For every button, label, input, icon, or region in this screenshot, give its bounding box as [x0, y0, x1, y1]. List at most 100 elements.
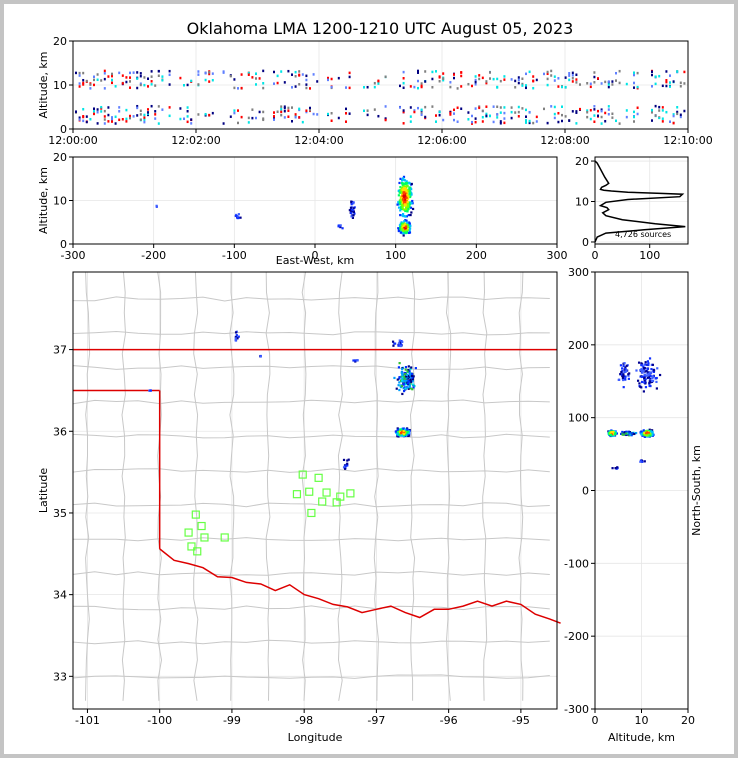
time-height-source-pixel: [672, 114, 675, 118]
plan-x-tick-label: -96: [440, 714, 458, 727]
ew-source-pixel: [407, 221, 411, 224]
ew-source-pixel: [406, 200, 409, 204]
ns-source-pixel: [621, 377, 625, 380]
time-height-source-pixel: [280, 105, 283, 108]
time-height-source-pixel: [543, 72, 545, 76]
time-height-source-pixel: [107, 113, 110, 117]
time-height-source-pixel: [532, 86, 535, 90]
time-height-source-pixel: [204, 112, 207, 116]
time-height-source-pixel: [273, 118, 275, 121]
ns-source-pixel: [641, 370, 644, 374]
plan-source-pixel: [398, 381, 401, 384]
ew-source-pixel: [398, 181, 401, 185]
time-height-source-pixel: [75, 71, 77, 75]
time-height-source-pixel: [111, 74, 113, 78]
plan-source-pixel: [391, 340, 395, 343]
time-height-source-pixel: [561, 119, 563, 123]
ew-source-pixel: [237, 216, 240, 220]
time-height-source-pixel: [301, 73, 304, 76]
time-height-source-pixel: [111, 120, 113, 123]
time-height-source-pixel: [535, 78, 538, 82]
time-height-source-pixel: [161, 108, 164, 111]
time-height-source-pixel: [661, 106, 664, 109]
ns-x-tick-label: 10: [635, 714, 649, 727]
plan-source-pixel: [409, 367, 412, 371]
ew-source-pixel: [406, 205, 409, 209]
ew-source-pixel: [407, 189, 410, 192]
time-height-source-pixel: [280, 113, 283, 117]
time-height-source-pixel: [615, 119, 617, 123]
time-height-source-pixel: [607, 85, 610, 89]
time-height-source-pixel: [183, 84, 185, 87]
ns-source-pixel: [647, 432, 650, 435]
time-height-source-pixel: [633, 86, 635, 89]
time-height-source-pixel: [283, 105, 286, 108]
time-height-source-pixel: [78, 74, 81, 77]
time-height-source-pixel: [305, 110, 308, 114]
time-height-source-pixel: [366, 109, 369, 112]
ew-source-pixel: [407, 207, 410, 211]
time-height-source-pixel: [179, 107, 182, 110]
ns-source-pixel: [641, 364, 644, 367]
time-height-source-pixel: [575, 111, 578, 114]
time-height-source-pixel: [679, 81, 682, 85]
time-height-source-pixel: [229, 115, 232, 118]
time-height-x-tick-label: 12:00:00: [48, 134, 97, 147]
ns-source-pixel: [646, 367, 649, 370]
time-height-source-pixel: [478, 106, 481, 110]
ns-source-pixel: [644, 378, 647, 381]
time-height-source-pixel: [305, 86, 308, 90]
plan-source-pixel: [397, 342, 401, 345]
time-height-source-pixel: [546, 70, 549, 74]
time-height-y-tick-label: 20: [53, 35, 67, 48]
county-line: [72, 468, 550, 473]
plan-source-pixel: [398, 376, 401, 379]
time-height-source-pixel: [420, 84, 423, 88]
time-height-x-tick-label: 12:02:00: [171, 134, 220, 147]
time-height-source-pixel: [521, 82, 524, 86]
time-height-source-pixel: [100, 105, 103, 109]
time-height-source-pixel: [402, 86, 405, 90]
time-height-source-pixel: [247, 71, 250, 75]
ew-source-pixel: [350, 212, 353, 215]
ns-source-pixel: [611, 467, 614, 470]
time-height-source-pixel: [550, 69, 553, 73]
time-height-source-pixel: [589, 82, 592, 86]
ns-source-pixel: [648, 381, 651, 385]
time-height-source-pixel: [438, 80, 441, 83]
time-height-source-pixel: [147, 77, 149, 80]
time-height-source-pixel: [78, 118, 81, 121]
ew-source-pixel: [403, 228, 406, 231]
plan-source-pixel: [405, 375, 408, 378]
time-height-source-pixel: [417, 86, 419, 90]
ew-source-pixel: [403, 231, 406, 234]
lma-station-marker: [187, 542, 196, 551]
time-height-source-pixel: [345, 120, 347, 123]
ns-source-pixel: [643, 435, 646, 438]
time-height-source-pixel: [651, 108, 653, 112]
time-height-source-pixel: [633, 73, 635, 77]
time-height-source-pixel: [294, 113, 297, 116]
time-height-source-pixel: [345, 107, 347, 111]
time-height-source-pixel: [82, 78, 85, 82]
time-height-source-pixel: [121, 82, 124, 85]
time-height-source-pixel: [528, 70, 531, 74]
ew-source-pixel: [404, 215, 407, 218]
ns-source-pixel: [643, 379, 646, 383]
ew-source-pixel: [399, 177, 402, 180]
time-height-source-pixel: [514, 86, 517, 89]
ns-source-pixel: [642, 390, 645, 393]
plan-source-pixel: [403, 379, 406, 382]
ew-source-pixel: [408, 182, 411, 185]
time-height-source-pixel: [438, 113, 441, 117]
time-height-x-tick-label: 12:10:00: [663, 134, 712, 147]
ew-source-pixel: [407, 213, 410, 217]
ns-source-pixel: [635, 369, 638, 372]
time-height-source-pixel: [600, 122, 603, 125]
time-height-source-pixel: [665, 70, 668, 73]
plan-source-pixel: [400, 434, 403, 437]
ew-source-pixel: [410, 201, 413, 205]
ew-x-tick-label: 100: [385, 249, 406, 262]
time-height-source-pixel: [586, 111, 589, 114]
ew-source-pixel: [402, 229, 405, 232]
